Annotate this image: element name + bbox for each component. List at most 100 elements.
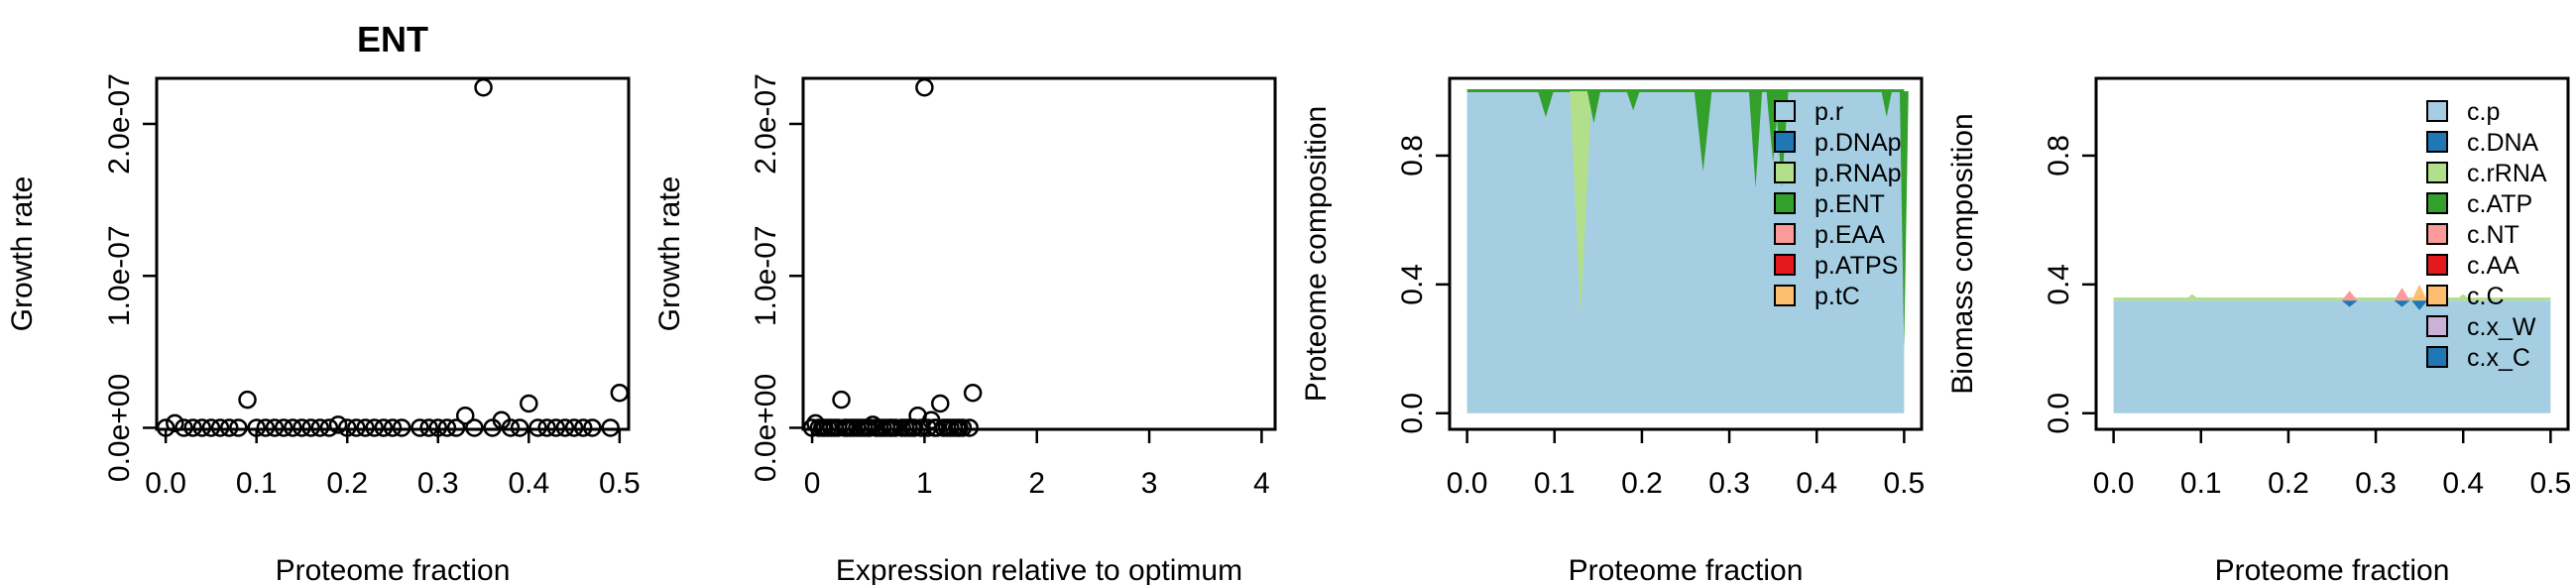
x-axis-label: Proteome fraction [276,554,511,585]
panel-proteome-composition: 0.0 0.1 0.2 0.3 0.4 0.5 0.00.40.8 p.rp.DNApp.… [1300,76,1926,585]
data-point [319,418,339,437]
legend-label: c.NT [2467,221,2519,249]
legend-swatch [1774,223,1796,245]
x-tick-label: 0.4 [508,467,549,500]
area-p.ENT [1899,90,1909,349]
data-point [610,383,630,403]
data-point [175,418,193,437]
area-c.DNA [2394,300,2410,307]
chart-title: ENT [357,19,428,59]
area-p.ENT [1626,90,1640,111]
data-points [156,77,630,437]
legend-label: p.tC [1815,283,1860,310]
x-tick-label: 0.2 [326,467,368,500]
plot-frame [155,76,631,431]
area-c.NT [2341,291,2358,301]
area-c.DNA [2341,300,2358,307]
x-tick-label: 4 [1253,467,1270,500]
y-axis-label: Growth rate [653,176,686,332]
legend-label: c.rRNA [2467,160,2547,187]
x-tick-label: 0.5 [1884,467,1926,500]
data-point [601,418,620,437]
data-point [274,418,293,437]
x-tick-label: 0.1 [1534,467,1576,500]
x-tick-label: 0.0 [1447,467,1488,500]
data-point [301,418,320,437]
y-tick-label: 1.0e-07 [750,225,782,326]
x-tick-label: 0.0 [145,467,186,500]
area-p.ENT [1586,90,1601,124]
data-point [310,418,330,437]
panel-growth-vs-expression: 0 1 2 3 4 0.0e+00 1.0e-07 2.0e-07 Expression r… [653,73,1277,585]
x-tick-label: 0.4 [2442,467,2484,500]
legend-label: c.AA [2467,252,2519,280]
y-axis-label: Growth rate [6,176,39,332]
y-tick-label: 0.8 [2043,135,2075,176]
y-tick-label: 0.0 [2043,393,2075,434]
x-tick-label: 0.0 [2093,467,2135,500]
y-tick-label: 0.0 [1396,393,1429,434]
data-point [374,418,394,437]
y-tick-label: 0.8 [1396,135,1429,176]
x-tick-label: 0.5 [2530,467,2572,500]
legend-swatch [2426,315,2448,337]
x-tick-label: 0.1 [236,467,278,500]
legend-label: c.p [2467,98,2500,126]
data-point [156,418,176,437]
x-axis: 0.0 0.1 0.2 0.3 0.4 0.5 [145,427,641,500]
data-point [537,418,556,437]
data-point [528,418,547,437]
data-points [802,77,983,437]
data-point [510,418,529,437]
y-tick-label: 0.4 [1396,264,1429,305]
x-tick-label: 0.1 [2180,467,2222,500]
area-thin-band [2113,297,2551,301]
x-axis-label: Proteome fraction [2215,554,2450,585]
x-axis-label: Expression relative to optimum [836,554,1242,585]
data-point [832,390,851,410]
legend-label: p.DNAp [1815,129,1902,157]
area-p.RNAp [1570,90,1592,317]
data-point [247,418,266,437]
data-point [192,418,212,437]
data-point [520,394,538,413]
data-point [265,418,285,437]
legend-label: c.x_C [2467,344,2530,372]
panel-growth-vs-fraction: ENT 0.0 0.1 0.2 0.3 0.4 0.5 0.0e+00 1.0e-07 2.0… [6,19,641,585]
panel-biomass-composition: 0.0 0.1 0.2 0.3 0.4 0.5 0.0 0.4 0.8 c.p c.DNA c.r… [1946,76,2572,585]
y-axis: 0.0e+00 1.0e-07 2.0e-07 [103,73,159,482]
data-point [183,418,202,437]
x-tick-label: 0.4 [1796,467,1837,500]
x-tick-label: 0.3 [2355,467,2397,500]
data-point [546,418,566,437]
x-tick-label: 1 [916,467,933,500]
y-axis: 0.0 0.4 0.8 [2043,135,2098,434]
data-point [555,418,575,437]
y-tick-label: 0.0e+00 [750,374,782,482]
x-tick-label: 0 [804,467,821,500]
x-axis-label: Proteome fraction [1569,554,1804,585]
x-axis: 0.0 0.1 0.2 0.3 0.4 0.5 [1447,427,1926,500]
data-point [953,418,973,437]
area-c.NT [2394,288,2410,301]
y-tick-label: 0.4 [2043,264,2075,305]
data-point [474,77,493,97]
data-point [365,418,384,437]
legend-label: p.ATPS [1815,252,1898,280]
legend-label: p.EAA [1815,221,1885,249]
data-point [392,418,411,437]
legend-swatch [1774,131,1796,153]
y-tick-label: 2.0e-07 [750,73,782,175]
data-point [347,418,366,437]
data-point [337,418,357,437]
data-point [210,418,230,437]
data-point [963,383,983,403]
legend-swatch [1774,192,1796,214]
data-point [960,418,979,437]
x-axis: 0 1 2 3 4 [804,427,1270,500]
legend-swatch [2426,162,2448,183]
area-p.ENT [1694,90,1712,173]
area-p.ENT [1881,90,1893,117]
data-point [915,77,934,97]
